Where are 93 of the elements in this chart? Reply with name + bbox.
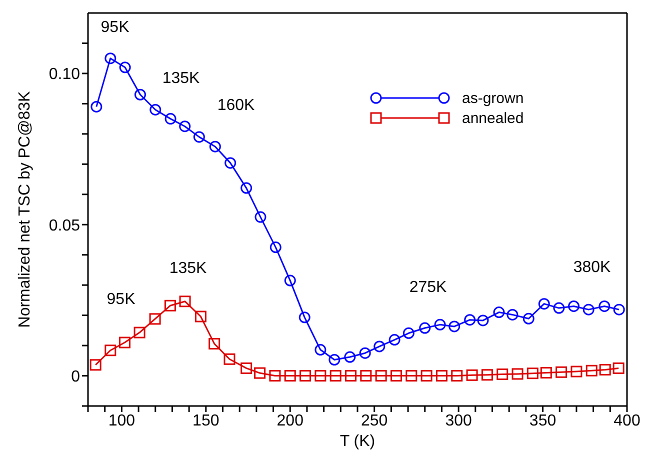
point	[194, 310, 206, 322]
point	[538, 298, 550, 310]
point	[134, 326, 146, 338]
point	[375, 370, 387, 382]
point	[208, 338, 220, 350]
point	[345, 370, 357, 382]
point	[104, 52, 116, 64]
point	[224, 157, 236, 169]
point	[374, 340, 386, 352]
point	[300, 370, 312, 382]
annotation: 380K	[573, 259, 612, 276]
x-tick-label: 400	[614, 412, 640, 430]
point	[481, 369, 493, 381]
point	[179, 296, 191, 308]
point	[298, 312, 310, 324]
point	[314, 370, 326, 382]
point	[434, 318, 446, 330]
point	[568, 300, 580, 312]
point	[344, 351, 356, 363]
point	[164, 113, 176, 125]
legend-label: as-grown	[462, 90, 524, 106]
point	[406, 370, 418, 382]
point	[90, 359, 102, 371]
point	[512, 368, 524, 380]
point	[240, 182, 252, 194]
point	[240, 362, 252, 374]
point	[526, 368, 538, 380]
point	[119, 62, 131, 74]
point	[90, 100, 102, 112]
point	[104, 344, 116, 356]
point	[613, 304, 625, 316]
point	[359, 347, 371, 359]
point	[586, 364, 598, 376]
point	[360, 370, 372, 382]
point	[451, 370, 463, 382]
point	[464, 314, 476, 326]
point	[209, 140, 221, 152]
annotation: 275K	[409, 279, 448, 296]
point	[553, 302, 565, 314]
point	[179, 120, 191, 132]
point	[284, 274, 296, 286]
point	[570, 366, 582, 378]
point	[254, 367, 266, 379]
point	[506, 308, 518, 320]
point	[388, 334, 400, 346]
point	[390, 370, 402, 382]
point	[493, 306, 505, 318]
annotation: 135K	[162, 70, 200, 87]
annotation: 95K	[106, 291, 136, 308]
point	[582, 304, 594, 316]
y-axis-title: Normalized net TSC by PC@83K	[16, 90, 34, 328]
x-axis-title: T (K)	[340, 433, 376, 450]
x-tick-label: 250	[360, 412, 388, 430]
point	[254, 211, 266, 223]
point	[466, 369, 478, 381]
annotation: 95K	[100, 19, 130, 36]
point	[269, 370, 281, 382]
point	[330, 370, 342, 382]
point	[436, 370, 448, 382]
y-tick-label: 0	[71, 368, 80, 386]
point	[477, 314, 489, 326]
y-tick-label: 0.05	[48, 217, 80, 234]
point	[118, 336, 130, 348]
point	[150, 104, 162, 116]
x-tick-label: 200	[276, 412, 304, 430]
annotation: 135K	[169, 260, 208, 277]
point	[419, 322, 431, 334]
annotation: 160K	[217, 97, 256, 114]
point	[224, 353, 236, 365]
legend-label: annealed	[462, 110, 524, 126]
point	[314, 344, 326, 356]
point	[612, 362, 624, 374]
x-tick-label: 300	[445, 412, 472, 430]
point	[402, 327, 414, 339]
point	[134, 88, 146, 100]
x-tick-label: 100	[108, 412, 136, 430]
point	[522, 312, 534, 324]
point	[420, 370, 432, 382]
point	[448, 320, 460, 332]
point	[164, 300, 176, 312]
point	[599, 364, 611, 376]
point	[270, 242, 282, 254]
point	[149, 313, 161, 325]
point	[328, 354, 340, 366]
point	[540, 366, 552, 378]
point	[496, 368, 508, 380]
point	[193, 131, 205, 143]
y-tick-label: 0.10	[48, 66, 80, 84]
point	[598, 300, 610, 312]
point	[556, 366, 568, 378]
point	[284, 370, 296, 382]
x-tick-label: 350	[529, 412, 556, 430]
x-tick-label: 150	[192, 412, 220, 430]
